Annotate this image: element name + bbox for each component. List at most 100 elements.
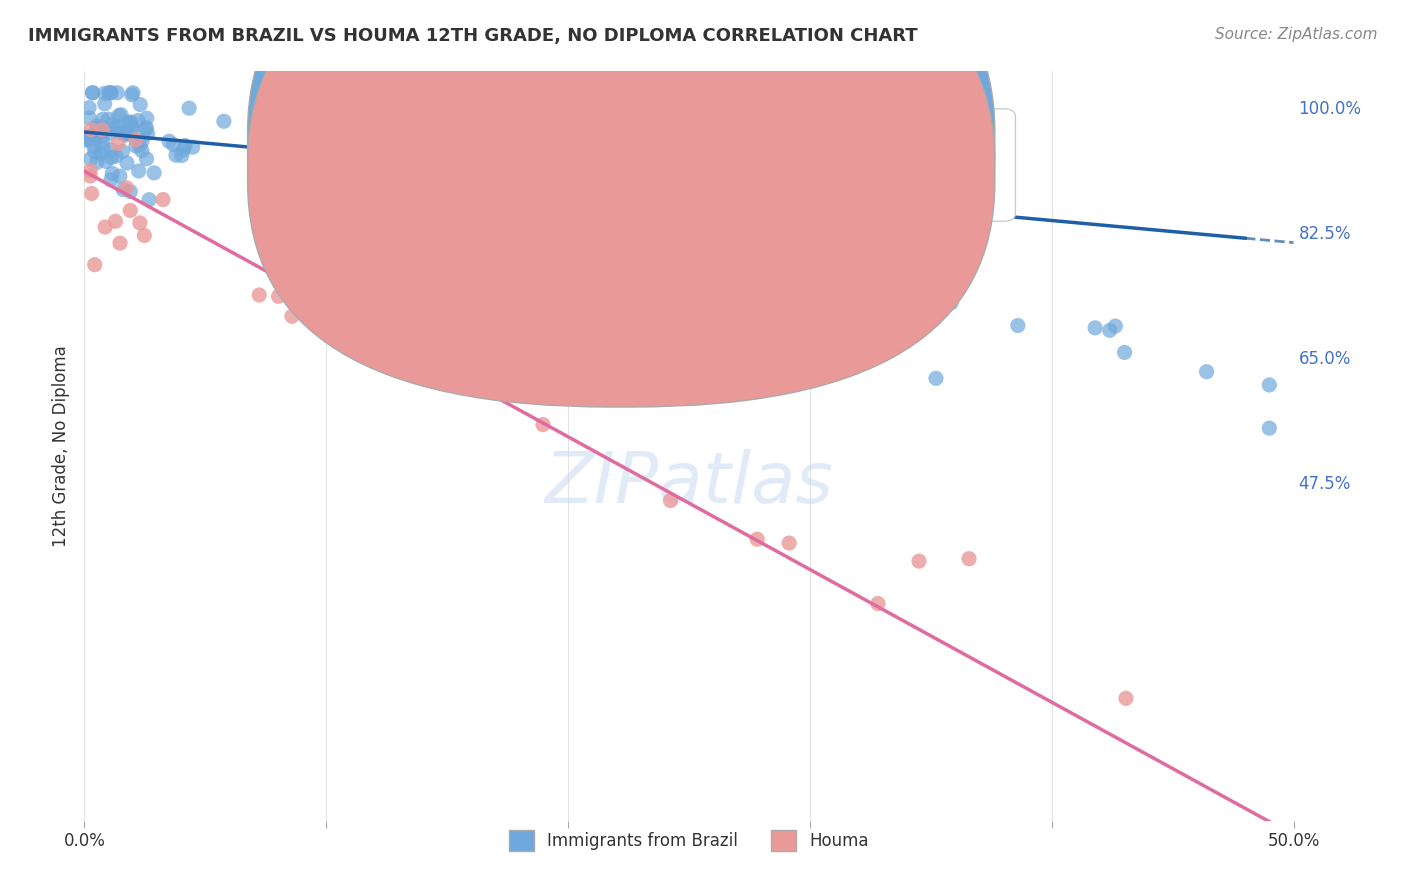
Point: [83, 145, 105, 159]
Point: [131, 134, 153, 148]
Text: IMMIGRANTS FROM BRAZIL VS HOUMA 12TH GRADE, NO DIPLOMA CORRELATION CHART: IMMIGRANTS FROM BRAZIL VS HOUMA 12TH GRA…: [28, 27, 918, 45]
Point: [120, 203, 142, 218]
Point: [574, 253, 596, 268]
Point: [495, 211, 517, 226]
Point: [583, 231, 606, 245]
Point: [108, 236, 131, 251]
Point: [778, 536, 800, 550]
Point: [135, 120, 157, 135]
Point: [127, 113, 149, 128]
Point: [115, 181, 138, 195]
Point: [531, 417, 554, 432]
Point: [91, 136, 114, 150]
Point: [957, 551, 980, 566]
Point: [763, 248, 786, 262]
Point: [82, 86, 104, 100]
Point: [747, 533, 769, 547]
Point: [163, 137, 186, 152]
Point: [76, 133, 98, 147]
Point: [762, 264, 785, 278]
Point: [174, 138, 197, 153]
Point: [128, 138, 150, 153]
Point: [267, 289, 290, 303]
Point: [489, 227, 512, 241]
Point: [90, 129, 112, 144]
Point: [360, 264, 382, 278]
Point: [585, 244, 607, 259]
Point: [101, 166, 124, 180]
Point: [120, 185, 142, 199]
Point: [110, 126, 132, 140]
Point: [91, 123, 114, 137]
Point: [793, 307, 815, 321]
Point: [121, 122, 143, 136]
Point: [925, 371, 948, 385]
Point: [79, 152, 101, 166]
Point: [727, 273, 749, 287]
Point: [100, 86, 122, 100]
Text: Source: ZipAtlas.com: Source: ZipAtlas.com: [1215, 27, 1378, 42]
Point: [94, 220, 117, 235]
Point: [344, 309, 367, 323]
Point: [1258, 421, 1281, 435]
Point: [177, 101, 200, 115]
Point: [129, 97, 152, 112]
Point: [97, 112, 120, 127]
Point: [93, 87, 115, 101]
Point: [297, 148, 319, 162]
Point: [273, 189, 295, 203]
Point: [115, 156, 138, 170]
Point: [128, 216, 150, 230]
Text: R =  -0.850   N =   31: R = -0.850 N = 31: [634, 163, 855, 181]
Point: [77, 111, 100, 125]
Point: [82, 86, 104, 100]
Point: [1084, 321, 1107, 335]
Point: [143, 166, 166, 180]
Point: [401, 127, 423, 141]
Point: [79, 163, 101, 178]
Point: [79, 128, 101, 143]
Point: [97, 86, 120, 100]
Point: [118, 115, 141, 129]
Point: [122, 86, 145, 100]
Point: [105, 120, 128, 135]
Point: [170, 148, 193, 162]
Point: [80, 186, 103, 201]
Point: [939, 296, 962, 310]
Point: [321, 147, 343, 161]
Point: [90, 146, 112, 161]
Point: [107, 136, 129, 151]
Point: [86, 119, 108, 133]
Point: [104, 214, 127, 228]
Point: [534, 225, 557, 239]
Point: [136, 127, 159, 141]
Point: [100, 173, 122, 187]
FancyBboxPatch shape: [592, 109, 1015, 221]
Legend: Immigrants from Brazil, Houma: Immigrants from Brazil, Houma: [502, 823, 876, 857]
Text: ZIPatlas: ZIPatlas: [544, 449, 834, 518]
Point: [91, 112, 114, 127]
Point: [105, 149, 128, 163]
Point: [890, 283, 912, 297]
Point: [86, 155, 108, 169]
Point: [128, 164, 150, 178]
Point: [520, 194, 543, 209]
Point: [165, 148, 187, 162]
Point: [281, 309, 304, 323]
Point: [157, 134, 180, 148]
Point: [108, 109, 131, 123]
Point: [77, 130, 100, 145]
Point: [107, 119, 129, 133]
Point: [810, 285, 832, 299]
Point: [87, 120, 110, 135]
Point: [77, 101, 100, 115]
Point: [118, 117, 141, 131]
Point: [134, 228, 156, 243]
Point: [121, 122, 143, 136]
Point: [114, 128, 136, 142]
Point: [93, 96, 115, 111]
Point: [100, 151, 122, 165]
Point: [76, 131, 98, 145]
Point: [394, 318, 416, 332]
Point: [1007, 318, 1029, 333]
